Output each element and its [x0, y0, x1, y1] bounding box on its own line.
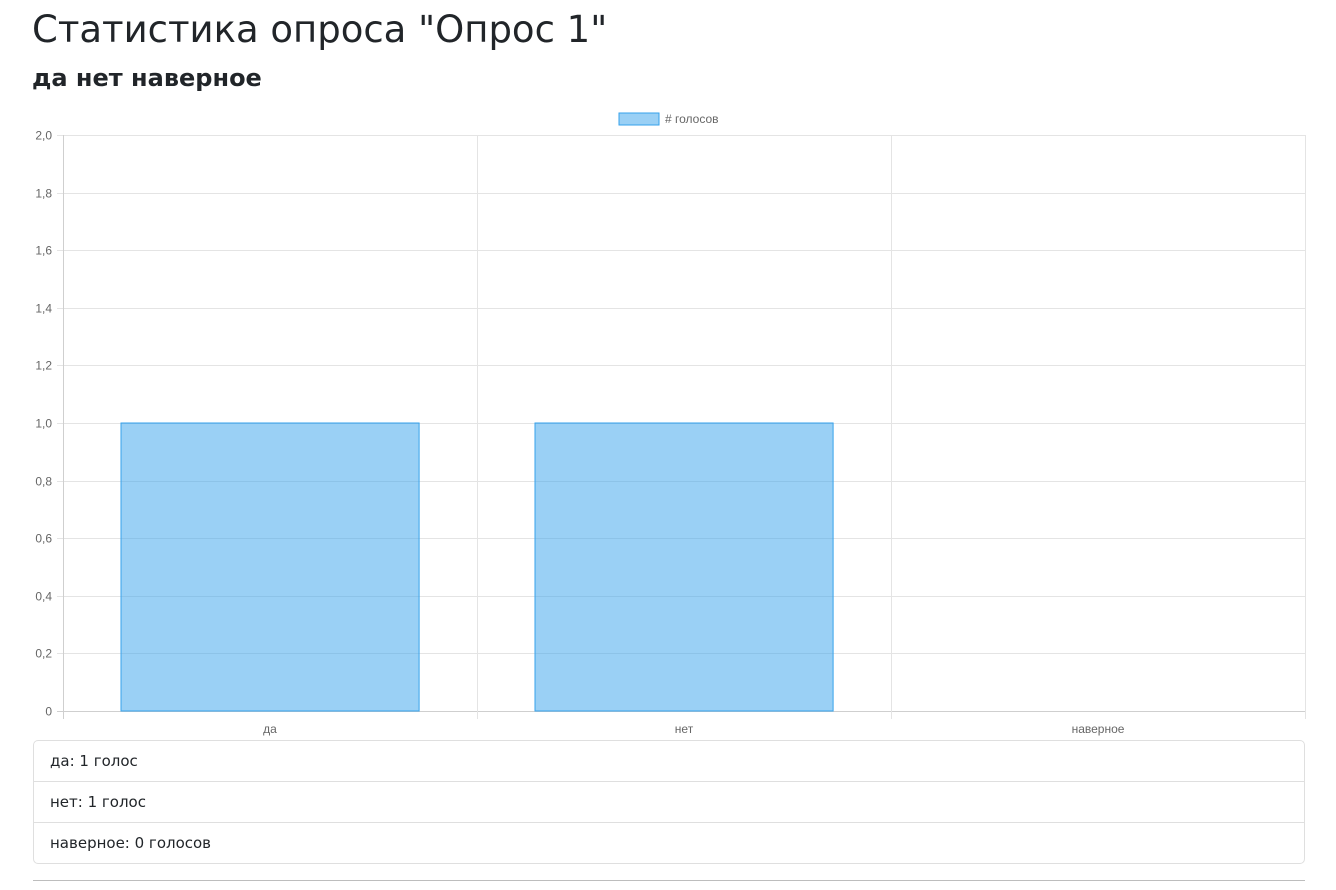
- result-item-no: нет: 1 голос: [34, 781, 1304, 822]
- y-tick-label: 1,4: [35, 302, 52, 316]
- y-tick-label: 0: [45, 705, 52, 719]
- bar-layer: [120, 422, 834, 712]
- bottom-divider: [33, 880, 1305, 881]
- result-item-yes: да: 1 голос: [50, 752, 138, 770]
- x-tick-label: наверное: [1072, 722, 1125, 736]
- results-list: да: 1 голос нет: 1 голос наверное: 0 гол…: [33, 740, 1305, 864]
- x-tick-label: да: [263, 722, 277, 736]
- bar[interactable]: [120, 422, 420, 712]
- bar-chart: 0 0,2 0,4 0,6 0,8 1,0 1,2 1,4 1,6 1,8 2,0 да нет наве…: [35, 112, 1306, 737]
- bar[interactable]: [534, 422, 834, 712]
- chart-container: 0 0,2 0,4 0,6 0,8 1,0 1,2 1,4 1,6 1,8 2,0 да нет наве…: [0, 100, 1336, 740]
- y-tick-label: 0,8: [35, 475, 52, 489]
- legend-label[interactable]: # голосов: [665, 112, 719, 126]
- y-tick-label: 1,8: [35, 187, 52, 201]
- question-title: да нет наверное: [32, 64, 262, 92]
- y-tick-label: 1,6: [35, 244, 52, 258]
- y-tick-label: 0,6: [35, 532, 52, 546]
- result-item-maybe: наверное: 0 голосов: [34, 822, 1304, 863]
- tick-layer: 0 0,2 0,4 0,6 0,8 1,0 1,2 1,4 1,6 1,8 2,0 да нет наве…: [35, 129, 1124, 737]
- y-tick-label: 2,0: [35, 129, 52, 143]
- legend-swatch[interactable]: [618, 112, 660, 126]
- y-tick-label: 1,0: [35, 417, 52, 431]
- x-tick-label: нет: [675, 722, 694, 736]
- y-tick-label: 0,2: [35, 647, 52, 661]
- y-tick-label: 0,4: [35, 590, 52, 604]
- legend[interactable]: # голосов: [618, 112, 719, 126]
- page-title: Статистика опроса "Опрос 1": [32, 8, 608, 51]
- y-tick-label: 1,2: [35, 359, 52, 373]
